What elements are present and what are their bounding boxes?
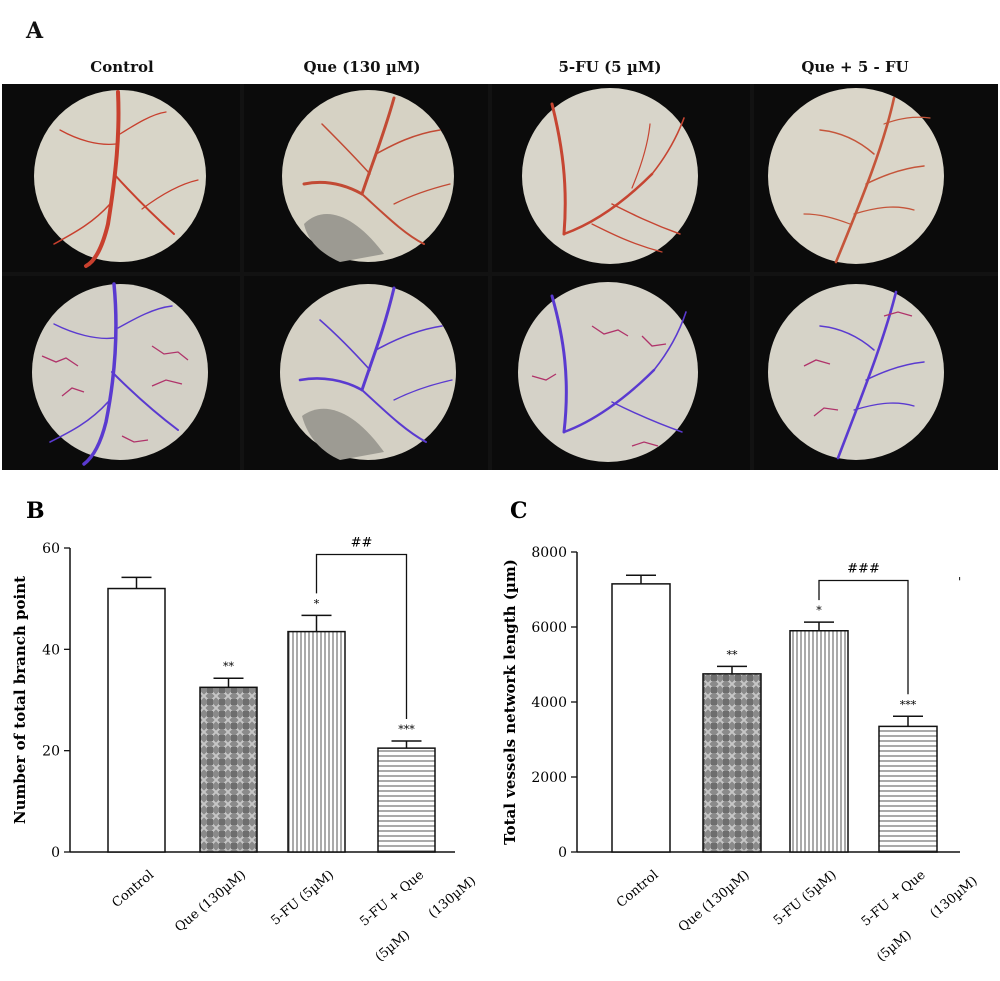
chart-b-category-label: Control bbox=[109, 868, 157, 911]
chart-b-branch-points: 0 20 40 60 Number of total branch point Contr… bbox=[11, 536, 479, 965]
photo-5fu-raw bbox=[492, 84, 750, 272]
chart-c-network-length: 0 2000 4000 6000 8000 Total vessels network l… bbox=[501, 545, 981, 965]
chart-b-bar bbox=[287, 630, 346, 853]
chart-b-bar bbox=[199, 686, 258, 853]
chart-c-category-label: 5-FU (5µM) bbox=[771, 868, 840, 929]
chart-b-category-label: 5-FU (5µM) bbox=[268, 868, 337, 929]
chart-c-bar bbox=[611, 583, 671, 853]
photo-que-5fu-raw bbox=[754, 84, 998, 272]
chart-c-y-tick-label: 0 bbox=[558, 845, 567, 861]
chart-b-bracket-label: ## bbox=[351, 536, 373, 551]
chart-c-significance-label: * bbox=[816, 604, 822, 617]
chart-c-y-label: Total vessels network length (µm) bbox=[501, 559, 519, 845]
chart-c-category-label: (130µM) bbox=[927, 874, 980, 922]
chart-c-category-label: 5-FU + Que bbox=[859, 867, 929, 929]
cam-assay-photo-grid bbox=[2, 84, 998, 470]
chart-c-y-tick-label: 8000 bbox=[531, 545, 567, 561]
chart-b-category-label: Que (130µM) bbox=[172, 868, 249, 936]
chart-c-y-tick-label: 2000 bbox=[531, 770, 567, 786]
chart-c-comparison-bracket bbox=[818, 579, 909, 695]
chart-b-y-tick-label: 0 bbox=[51, 845, 60, 861]
photo-que-raw bbox=[244, 84, 488, 272]
chart-b-comparison-bracket bbox=[315, 553, 408, 720]
chart-b-y-label: Number of total branch point bbox=[11, 576, 29, 824]
chart-c-category-label: (5µM) bbox=[874, 928, 914, 965]
photo-5fu-traced bbox=[492, 276, 750, 470]
chart-b-significance-label: *** bbox=[398, 723, 415, 736]
column-title-5fu: 5-FU (5 µM) bbox=[558, 58, 662, 76]
chart-b-bar bbox=[377, 747, 436, 853]
chart-c-bar bbox=[789, 630, 849, 853]
chart-c-bracket-label: ### bbox=[847, 562, 880, 577]
chart-c-significance-label: *** bbox=[900, 698, 917, 711]
chart-b-significance-label: ** bbox=[223, 660, 235, 673]
column-title-control: Control bbox=[90, 58, 154, 76]
chart-b-significance-label: * bbox=[314, 597, 320, 610]
chart-c-y-tick-label: 4000 bbox=[531, 695, 567, 711]
column-title-que: Que (130 µM) bbox=[303, 58, 421, 76]
chart-c-y-tick-label: 6000 bbox=[531, 620, 567, 636]
column-title-que-5fu: Que + 5 - FU bbox=[801, 58, 909, 76]
stray-mark: ' bbox=[958, 575, 961, 589]
chart-c-category-label: Que (130µM) bbox=[676, 868, 753, 936]
chart-b-category-label: (5µM) bbox=[373, 928, 413, 965]
panel-a-letter: A bbox=[26, 18, 44, 44]
chart-b-bar bbox=[107, 587, 166, 853]
chart-b-category-label: 5-FU + Que bbox=[357, 867, 427, 929]
chart-c-category-label: Control bbox=[614, 868, 662, 911]
chart-b-y-tick-label: 60 bbox=[42, 541, 60, 557]
panel-c-letter: C bbox=[510, 498, 528, 524]
chart-c-bar bbox=[702, 673, 762, 853]
chart-c-bar bbox=[878, 725, 938, 853]
chart-b-y-tick-label: 20 bbox=[42, 744, 60, 760]
photo-que-traced bbox=[244, 276, 488, 470]
chart-b-category-label: (130µM) bbox=[426, 874, 479, 922]
chart-c-significance-label: ** bbox=[727, 648, 739, 661]
photo-que-5fu-traced bbox=[754, 276, 998, 470]
chart-b-y-tick-label: 40 bbox=[42, 642, 60, 658]
photo-control-raw bbox=[2, 84, 240, 272]
photo-control-traced bbox=[2, 276, 240, 470]
panel-b-letter: B bbox=[26, 498, 45, 524]
